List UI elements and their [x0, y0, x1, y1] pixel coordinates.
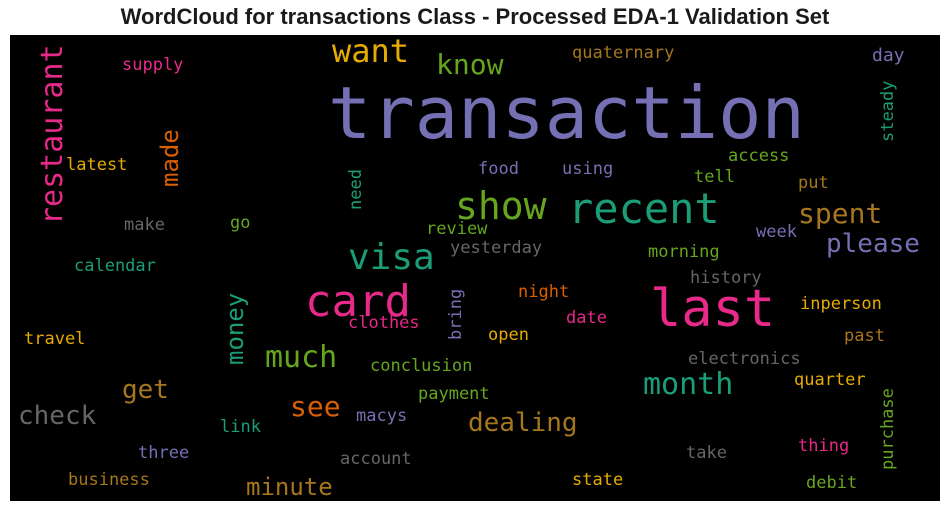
word-purchase: purchase [880, 388, 897, 470]
word-go: go [230, 215, 250, 232]
word-transaction: transaction [328, 77, 805, 149]
word-state: state [572, 472, 623, 489]
word-see: see [290, 393, 341, 421]
word-conclusion: conclusion [370, 358, 472, 375]
word-inperson: inperson [800, 296, 882, 313]
word-business: business [68, 472, 150, 489]
word-history: history [690, 270, 762, 287]
word-need: need [348, 169, 365, 210]
word-know: know [436, 51, 503, 79]
word-money: money [223, 293, 247, 365]
word-account: account [340, 451, 412, 468]
word-electronics: electronics [688, 351, 801, 368]
word-tell: tell [694, 169, 735, 186]
word-recent: recent [568, 188, 720, 230]
word-open: open [488, 327, 529, 344]
wordcloud-canvas: transaction last card recent show visa restaur… [10, 35, 940, 501]
word-week: week [756, 224, 797, 241]
word-three: three [138, 445, 189, 462]
word-last: last [650, 283, 775, 335]
word-want: want [332, 35, 409, 67]
word-access: access [728, 148, 789, 165]
word-past: past [844, 328, 885, 345]
word-clothes: clothes [348, 315, 420, 332]
word-made: made [158, 129, 182, 187]
word-month: month [643, 370, 733, 400]
word-day: day [872, 47, 905, 65]
word-supply: supply [122, 57, 183, 74]
word-food: food [478, 161, 519, 178]
word-bring: bring [448, 289, 465, 340]
word-restaurant: restaurant [38, 44, 68, 225]
word-link: link [220, 419, 261, 436]
word-using: using [562, 161, 613, 178]
word-review: review [426, 221, 487, 238]
word-put: put [798, 175, 829, 192]
word-visa: visa [348, 240, 435, 276]
word-please: please [826, 231, 920, 257]
word-payment: payment [418, 386, 490, 403]
word-quaternary: quaternary [572, 45, 674, 62]
word-latest: latest [66, 157, 127, 174]
word-make: make [124, 217, 165, 234]
word-debit: debit [806, 475, 857, 492]
word-morning: morning [648, 244, 720, 261]
word-travel: travel [24, 331, 85, 348]
word-yesterday: yesterday [450, 240, 542, 257]
word-check: check [18, 403, 96, 429]
word-steady: steady [880, 81, 897, 142]
word-macys: macys [356, 408, 407, 425]
word-spent: spent [798, 200, 882, 228]
word-calendar: calendar [74, 258, 156, 275]
word-dealing: dealing [468, 410, 578, 436]
word-quarter: quarter [794, 372, 866, 389]
word-get: get [122, 377, 169, 403]
word-minute: minute [246, 475, 333, 499]
word-night: night [518, 284, 569, 301]
word-date: date [566, 310, 607, 327]
chart-title: WordCloud for transactions Class - Proce… [0, 4, 950, 30]
word-much: much [265, 343, 337, 373]
word-take: take [686, 445, 727, 462]
word-thing: thing [798, 438, 849, 455]
